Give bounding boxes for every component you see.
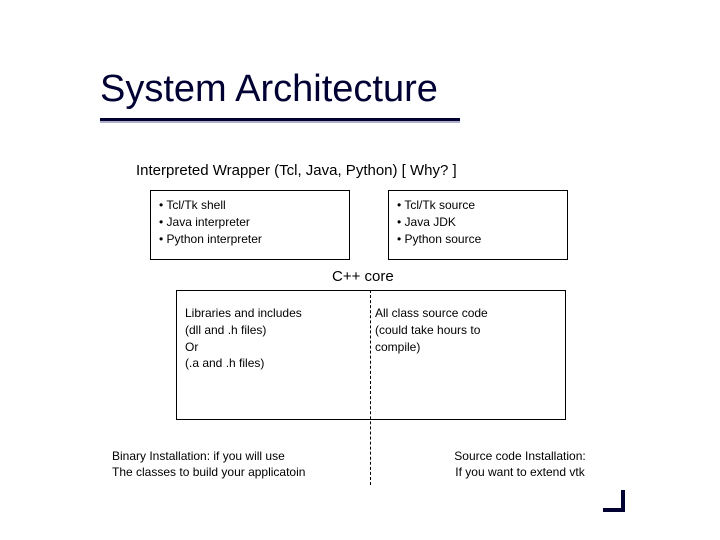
source-code-text: All class source code (could take hours … (375, 305, 555, 355)
box-cxx-core: Libraries and includes (dll and .h files… (176, 290, 566, 420)
caption-source-install: Source code Installation: If you want to… (420, 448, 620, 480)
bullet-python-interpreter: • Python interpreter (159, 231, 341, 248)
slide-title: System Architecture (100, 68, 438, 111)
caption-binary-install: Binary Installation: if you will use The… (112, 448, 362, 480)
cxx-core-label: C++ core (332, 268, 394, 285)
bullet-python-source: • Python source (397, 231, 559, 248)
lib-line-1: Libraries and includes (185, 305, 360, 322)
caption-source-line-2: If you want to extend vtk (420, 464, 620, 480)
src-line-2: (could take hours to (375, 322, 555, 339)
lib-line-2: (dll and .h files) (185, 322, 360, 339)
box-interpreters: • Tcl/Tk shell • Java interpreter • Pyth… (150, 190, 350, 260)
corner-accent-icon (603, 490, 625, 512)
wrapper-section-label: Interpreted Wrapper (Tcl, Java, Python) … (136, 162, 457, 179)
caption-binary-line-1: Binary Installation: if you will use (112, 448, 362, 464)
caption-binary-line-2: The classes to build your applicatoin (112, 464, 362, 480)
divider-dashed-vertical (370, 290, 371, 485)
src-line-3: compile) (375, 339, 555, 356)
lib-line-3: Or (185, 339, 360, 356)
bullet-java-interpreter: • Java interpreter (159, 214, 341, 231)
bullet-java-jdk: • Java JDK (397, 214, 559, 231)
title-underline-light (100, 121, 460, 123)
box-sources: • Tcl/Tk source • Java JDK • Python sour… (388, 190, 568, 260)
bullet-tcltk-shell: • Tcl/Tk shell (159, 197, 341, 214)
libraries-text: Libraries and includes (dll and .h files… (185, 305, 360, 372)
src-line-1: All class source code (375, 305, 555, 322)
caption-source-line-1: Source code Installation: (420, 448, 620, 464)
bullet-tcltk-source: • Tcl/Tk source (397, 197, 559, 214)
lib-line-4: (.a and .h files) (185, 355, 360, 372)
